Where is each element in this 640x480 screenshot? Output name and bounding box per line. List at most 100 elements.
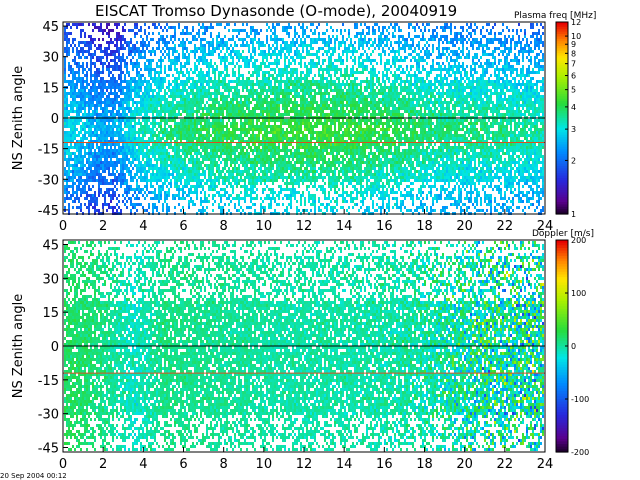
heatmap-cell	[222, 107, 224, 110]
heatmap-cell	[132, 29, 134, 32]
heatmap-cell	[284, 98, 286, 101]
heatmap-cell	[252, 80, 254, 83]
heatmap-cell	[126, 206, 128, 209]
heatmap-cell	[220, 107, 222, 110]
heatmap-cell	[276, 131, 278, 134]
heatmap-cell	[146, 173, 148, 176]
heatmap-cell	[178, 155, 180, 158]
heatmap-cell	[174, 128, 176, 131]
heatmap-cell	[136, 65, 138, 68]
heatmap-cell	[168, 209, 170, 212]
heatmap-cell	[204, 170, 206, 173]
heatmap-cell	[138, 155, 140, 158]
heatmap-cell	[234, 158, 236, 161]
heatmap-cell	[256, 134, 258, 137]
heatmap-cell	[160, 125, 162, 128]
heatmap-cell	[196, 38, 198, 41]
heatmap-cell	[266, 167, 268, 170]
heatmap-cell	[110, 155, 112, 158]
heatmap-cell	[192, 158, 194, 161]
heatmap-cell	[240, 74, 242, 77]
heatmap-cell	[80, 89, 82, 92]
heatmap-cell	[252, 170, 254, 173]
heatmap-cell	[164, 191, 166, 194]
heatmap-cell	[232, 158, 234, 161]
heatmap-cell	[268, 104, 270, 107]
heatmap-cell	[72, 98, 74, 101]
heatmap-cell	[144, 104, 146, 107]
heatmap-cell	[174, 26, 176, 29]
heatmap-cell	[290, 149, 292, 152]
heatmap-cell	[284, 152, 286, 155]
heatmap-cell	[90, 68, 92, 71]
heatmap-cell	[272, 167, 274, 170]
heatmap-cell	[204, 119, 206, 122]
heatmap-cell	[66, 92, 68, 95]
heatmap-cell	[64, 47, 66, 50]
heatmap-cell	[142, 119, 144, 122]
heatmap-cell	[76, 95, 78, 98]
heatmap-cell	[190, 155, 192, 158]
heatmap-cell	[282, 188, 284, 191]
heatmap-cell	[104, 152, 106, 155]
heatmap-cell	[188, 122, 190, 125]
heatmap-cell	[286, 29, 288, 32]
heatmap-cell	[254, 83, 256, 86]
heatmap-cell	[158, 167, 160, 170]
heatmap-cell	[188, 158, 190, 161]
heatmap-cell	[246, 35, 248, 38]
heatmap-cell	[120, 59, 122, 62]
heatmap-cell	[138, 128, 140, 131]
heatmap-cell	[244, 170, 246, 173]
heatmap-cell	[146, 122, 148, 125]
heatmap-cell	[260, 203, 262, 206]
heatmap-cell	[196, 176, 198, 179]
heatmap-cell	[162, 188, 164, 191]
heatmap-cell	[186, 164, 188, 167]
heatmap-cell	[152, 131, 154, 134]
heatmap-cell	[276, 173, 278, 176]
heatmap-cell	[172, 110, 174, 113]
heatmap-cell	[220, 146, 222, 149]
heatmap-cell	[288, 86, 290, 89]
heatmap-cell	[238, 59, 240, 62]
heatmap-cell	[78, 44, 80, 47]
heatmap-cell	[238, 113, 240, 116]
heatmap-cell	[96, 95, 98, 98]
heatmap-cell	[290, 101, 292, 104]
heatmap-cell	[152, 167, 154, 170]
heatmap-cell	[266, 98, 268, 101]
heatmap-cell	[218, 149, 220, 152]
heatmap-cell	[120, 158, 122, 161]
heatmap-cell	[126, 188, 128, 191]
heatmap-cell	[208, 98, 210, 101]
heatmap-cell	[114, 104, 116, 107]
heatmap-cell	[206, 146, 208, 149]
heatmap-cell	[108, 80, 110, 83]
heatmap-cell	[170, 134, 172, 137]
heatmap-cell	[264, 170, 266, 173]
heatmap-cell	[126, 101, 128, 104]
heatmap-cell	[286, 164, 288, 167]
heatmap-cell	[92, 95, 94, 98]
heatmap-cell	[252, 119, 254, 122]
heatmap-cell	[272, 110, 274, 113]
heatmap-cell	[134, 53, 136, 56]
heatmap-cell	[198, 182, 200, 185]
heatmap-cell	[158, 191, 160, 194]
heatmap-cell	[226, 68, 228, 71]
heatmap-cell	[174, 44, 176, 47]
heatmap-cell	[154, 71, 156, 74]
heatmap-cell	[272, 62, 274, 65]
heatmap-cell	[174, 134, 176, 137]
heatmap-cell	[272, 86, 274, 89]
heatmap-cell	[96, 122, 98, 125]
heatmap-cell	[66, 131, 68, 134]
heatmap-cell	[166, 86, 168, 89]
heatmap-cell	[68, 179, 70, 182]
heatmap-cell	[140, 101, 142, 104]
heatmap-cell	[280, 176, 282, 179]
heatmap-cell	[252, 152, 254, 155]
heatmap-cell	[224, 62, 226, 65]
heatmap-cell	[156, 95, 158, 98]
